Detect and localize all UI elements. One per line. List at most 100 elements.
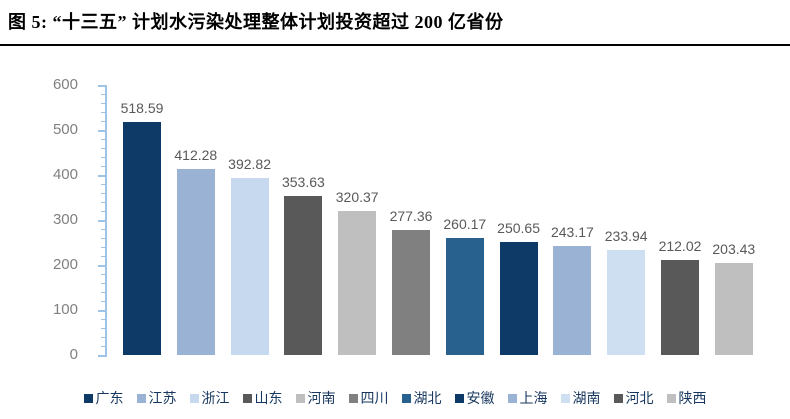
- bar-河北: [661, 259, 699, 355]
- y-minor-tick: [101, 211, 106, 212]
- y-minor-tick: [101, 193, 106, 194]
- y-tick-label: 300: [52, 211, 78, 228]
- y-minor-tick: [101, 238, 106, 239]
- y-major-tick: [98, 355, 107, 357]
- legend-label: 安徽: [466, 390, 495, 406]
- y-major-tick: [98, 175, 107, 177]
- y-tick-label: 200: [52, 256, 78, 273]
- y-minor-tick: [101, 328, 106, 329]
- y-minor-tick: [101, 103, 106, 104]
- legend-item-江苏: 江苏: [136, 390, 177, 406]
- bar-value-label: 392.82: [228, 156, 271, 173]
- bar-value-label: 518.59: [120, 99, 164, 116]
- legend-marker-icon: [242, 393, 252, 403]
- y-minor-tick: [101, 202, 106, 203]
- y-major-tick: [98, 85, 107, 87]
- legend-item-安徽: 安徽: [454, 390, 495, 406]
- legend-item-四川: 四川: [348, 390, 389, 406]
- y-major-tick: [98, 130, 107, 132]
- legend-marker-icon: [348, 393, 358, 403]
- bar-上海: [553, 245, 592, 355]
- legend-label: 四川: [360, 390, 389, 406]
- y-minor-tick: [101, 139, 106, 140]
- legend-label: 陕西: [678, 390, 707, 406]
- y-minor-tick: [101, 148, 106, 149]
- y-tick-label: 100: [52, 301, 78, 318]
- legend-item-山东: 山东: [242, 390, 283, 406]
- legend-item-陕西: 陕西: [666, 390, 707, 406]
- y-axis-line: [105, 85, 107, 355]
- legend-item-河南: 河南: [295, 390, 336, 406]
- bar-河南: [338, 210, 377, 355]
- bar-value-label: 353.63: [281, 173, 325, 190]
- bar-value-label: 212.02: [658, 237, 702, 254]
- legend-item-浙江: 浙江: [189, 390, 230, 406]
- bar-广东: [123, 121, 161, 355]
- legend-label: 河南: [307, 390, 336, 406]
- y-minor-tick: [101, 166, 106, 167]
- bar-value-label: 243.17: [550, 223, 594, 240]
- y-minor-tick: [101, 121, 106, 122]
- y-minor-tick: [101, 292, 106, 293]
- legend-marker-icon: [560, 393, 570, 403]
- bar-陕西: [714, 263, 753, 355]
- legend-item-上海: 上海: [507, 390, 548, 406]
- y-minor-tick: [101, 229, 106, 230]
- legend-item-湖北: 湖北: [401, 390, 442, 406]
- y-minor-tick: [101, 247, 106, 248]
- bar-浙江: [230, 178, 269, 355]
- legend-marker-icon: [454, 393, 464, 403]
- bar-value-label: 250.65: [497, 220, 540, 237]
- legend-marker-icon: [83, 393, 93, 403]
- y-minor-tick: [101, 283, 106, 284]
- legend-label: 江苏: [148, 390, 177, 406]
- legend-item-广东: 广东: [83, 390, 124, 406]
- bar-value-label: 277.36: [389, 208, 433, 225]
- y-minor-tick: [101, 337, 106, 338]
- y-tick-label: 400: [52, 166, 78, 183]
- legend-marker-icon: [189, 393, 199, 403]
- legend-item-湖南: 湖南: [560, 390, 601, 406]
- legend-marker-icon: [136, 393, 146, 403]
- y-minor-tick: [101, 112, 106, 113]
- bar-山东: [284, 195, 323, 355]
- bar-江苏: [176, 169, 215, 355]
- y-minor-tick: [101, 301, 106, 302]
- legend-label: 上海: [519, 390, 548, 406]
- bar-value-label: 320.37: [335, 188, 379, 205]
- y-minor-tick: [101, 94, 106, 95]
- legend-label: 湖北: [413, 390, 442, 406]
- figure-title: 图 5: “十三五” 计划水污染处理整体计划投资超过 200 亿省份: [8, 12, 504, 32]
- legend-item-河北: 河北: [613, 390, 654, 406]
- legend-label: 广东: [95, 390, 124, 406]
- bar-安徽: [499, 242, 538, 355]
- y-minor-tick: [101, 256, 106, 257]
- y-minor-tick: [101, 274, 106, 275]
- y-tick-label: 0: [69, 346, 78, 363]
- legend-label: 浙江: [201, 390, 230, 406]
- y-minor-tick: [101, 157, 106, 158]
- legend-label: 山东: [254, 390, 283, 406]
- y-minor-tick: [101, 184, 106, 185]
- legend-label: 湖南: [572, 390, 601, 406]
- bar-value-label: 203.43: [712, 241, 756, 258]
- legend-marker-icon: [666, 393, 676, 403]
- bar-湖北: [445, 237, 484, 355]
- legend-marker-icon: [507, 393, 517, 403]
- bar-四川: [392, 230, 430, 355]
- bar-value-label: 260.17: [443, 215, 487, 232]
- legend: 广东 江苏 浙江 山东 河南 四川 湖北 安徽 上海 湖南 河北 陕西: [0, 390, 790, 406]
- legend-marker-icon: [401, 393, 411, 403]
- y-major-tick: [98, 310, 107, 312]
- legend-label: 河北: [625, 390, 654, 406]
- y-major-tick: [98, 220, 107, 222]
- y-major-tick: [98, 265, 107, 267]
- legend-marker-icon: [613, 393, 623, 403]
- y-minor-tick: [101, 319, 106, 320]
- legend-marker-icon: [295, 393, 305, 403]
- bar-value-label: 412.28: [174, 147, 218, 164]
- bar-value-label: 233.94: [604, 227, 648, 244]
- y-minor-tick: [101, 346, 106, 347]
